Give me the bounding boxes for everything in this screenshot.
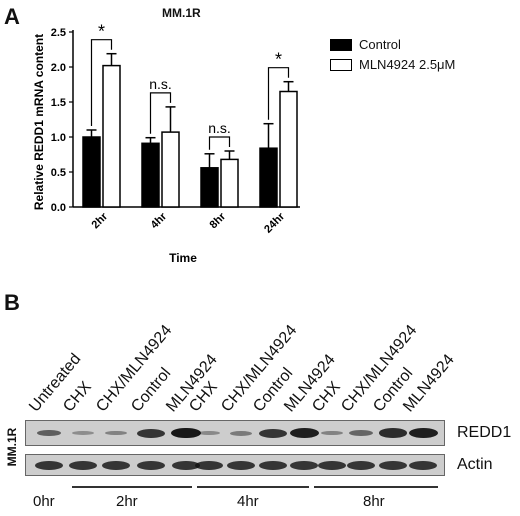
blot-band (171, 427, 201, 439)
time-bracket-8hr (314, 486, 438, 488)
blot-band (318, 460, 346, 470)
panel-b-letter: B (4, 290, 20, 315)
significance-bracket (267, 67, 290, 120)
y-tick-label: 0.5 (51, 167, 66, 179)
time-label-2hr: 2hr (116, 493, 138, 510)
legend-swatch-mln4924 (330, 59, 352, 71)
blot-band (379, 460, 407, 470)
y-tick-label: 1.5 (51, 97, 66, 109)
bar-control (200, 167, 219, 208)
panel-a-letter: A (4, 4, 20, 29)
significance-bracket (90, 39, 113, 126)
x-tick-label: 24hr (262, 210, 287, 235)
blot-band (349, 429, 373, 437)
time-bracket-2hr (72, 486, 192, 488)
protein-label-actin: Actin (457, 456, 493, 473)
legend-label-control: Control (359, 37, 401, 52)
blot-band (172, 460, 200, 470)
blot-band (290, 460, 318, 470)
legend-swatch-control (330, 39, 352, 51)
blot-band (227, 460, 255, 470)
y-tick-label: 2.0 (51, 62, 66, 74)
time-label-4hr: 4hr (237, 493, 259, 510)
blot-band (72, 431, 94, 435)
blot-band (408, 427, 438, 439)
bar-mln4924 (161, 131, 180, 208)
blot-band (102, 460, 130, 470)
bar-control (259, 147, 278, 208)
blot-band (36, 429, 62, 437)
y-tick-label: 2.5 (51, 27, 66, 39)
blot-band (379, 428, 407, 438)
protein-label-redd1: REDD1 (457, 424, 512, 441)
y-axis-label: Relative REDD1 mRNA content (32, 34, 46, 210)
blot-band (321, 430, 343, 436)
blot-band (198, 430, 220, 436)
time-label-8hr: 8hr (363, 493, 385, 510)
blot-strip-actin (25, 454, 445, 476)
significance-label: * (275, 50, 282, 70)
y-tick-label: 1.0 (51, 132, 66, 144)
x-tick-label: 2hr (90, 210, 111, 231)
significance-label: n.s. (208, 120, 231, 136)
blot-band (409, 460, 437, 470)
y-tick-label: 0.0 (51, 202, 66, 214)
bar-control (141, 142, 160, 208)
chart-title: MM.1R (162, 6, 201, 20)
blot-band (69, 460, 97, 470)
x-axis-label: Time (169, 251, 197, 265)
blot-strip-redd1 (25, 420, 445, 446)
significance-bracket (208, 136, 231, 150)
significance-label: n.s. (149, 76, 172, 92)
bar-mln4924 (102, 64, 121, 208)
blot-band (137, 428, 165, 438)
blot-band (105, 430, 127, 436)
blot-band (289, 427, 319, 439)
blot-band (35, 460, 63, 470)
bar-control (82, 136, 101, 208)
time-bracket-4hr (197, 486, 309, 488)
legend-label-mln4924: MLN4924 2.5μM (359, 57, 456, 72)
x-tick-label: 4hr (149, 210, 170, 231)
bar-mln4924 (220, 158, 239, 208)
blot-band (195, 460, 223, 470)
time-label-0hr: 0hr (33, 493, 55, 510)
significance-label: * (98, 22, 105, 42)
bar-chart: Relative REDD1 mRNA content Time 0.0 0.5 1… (32, 22, 300, 265)
cell-line-label: MM.1R (5, 427, 19, 467)
blot-band (137, 460, 165, 470)
blot-band (229, 430, 253, 436)
blot-band (259, 460, 287, 470)
blot-band (259, 428, 287, 438)
bar-mln4924 (279, 90, 298, 208)
significance-bracket (149, 92, 172, 134)
x-tick-label: 8hr (208, 210, 229, 231)
blot-band (347, 460, 375, 470)
